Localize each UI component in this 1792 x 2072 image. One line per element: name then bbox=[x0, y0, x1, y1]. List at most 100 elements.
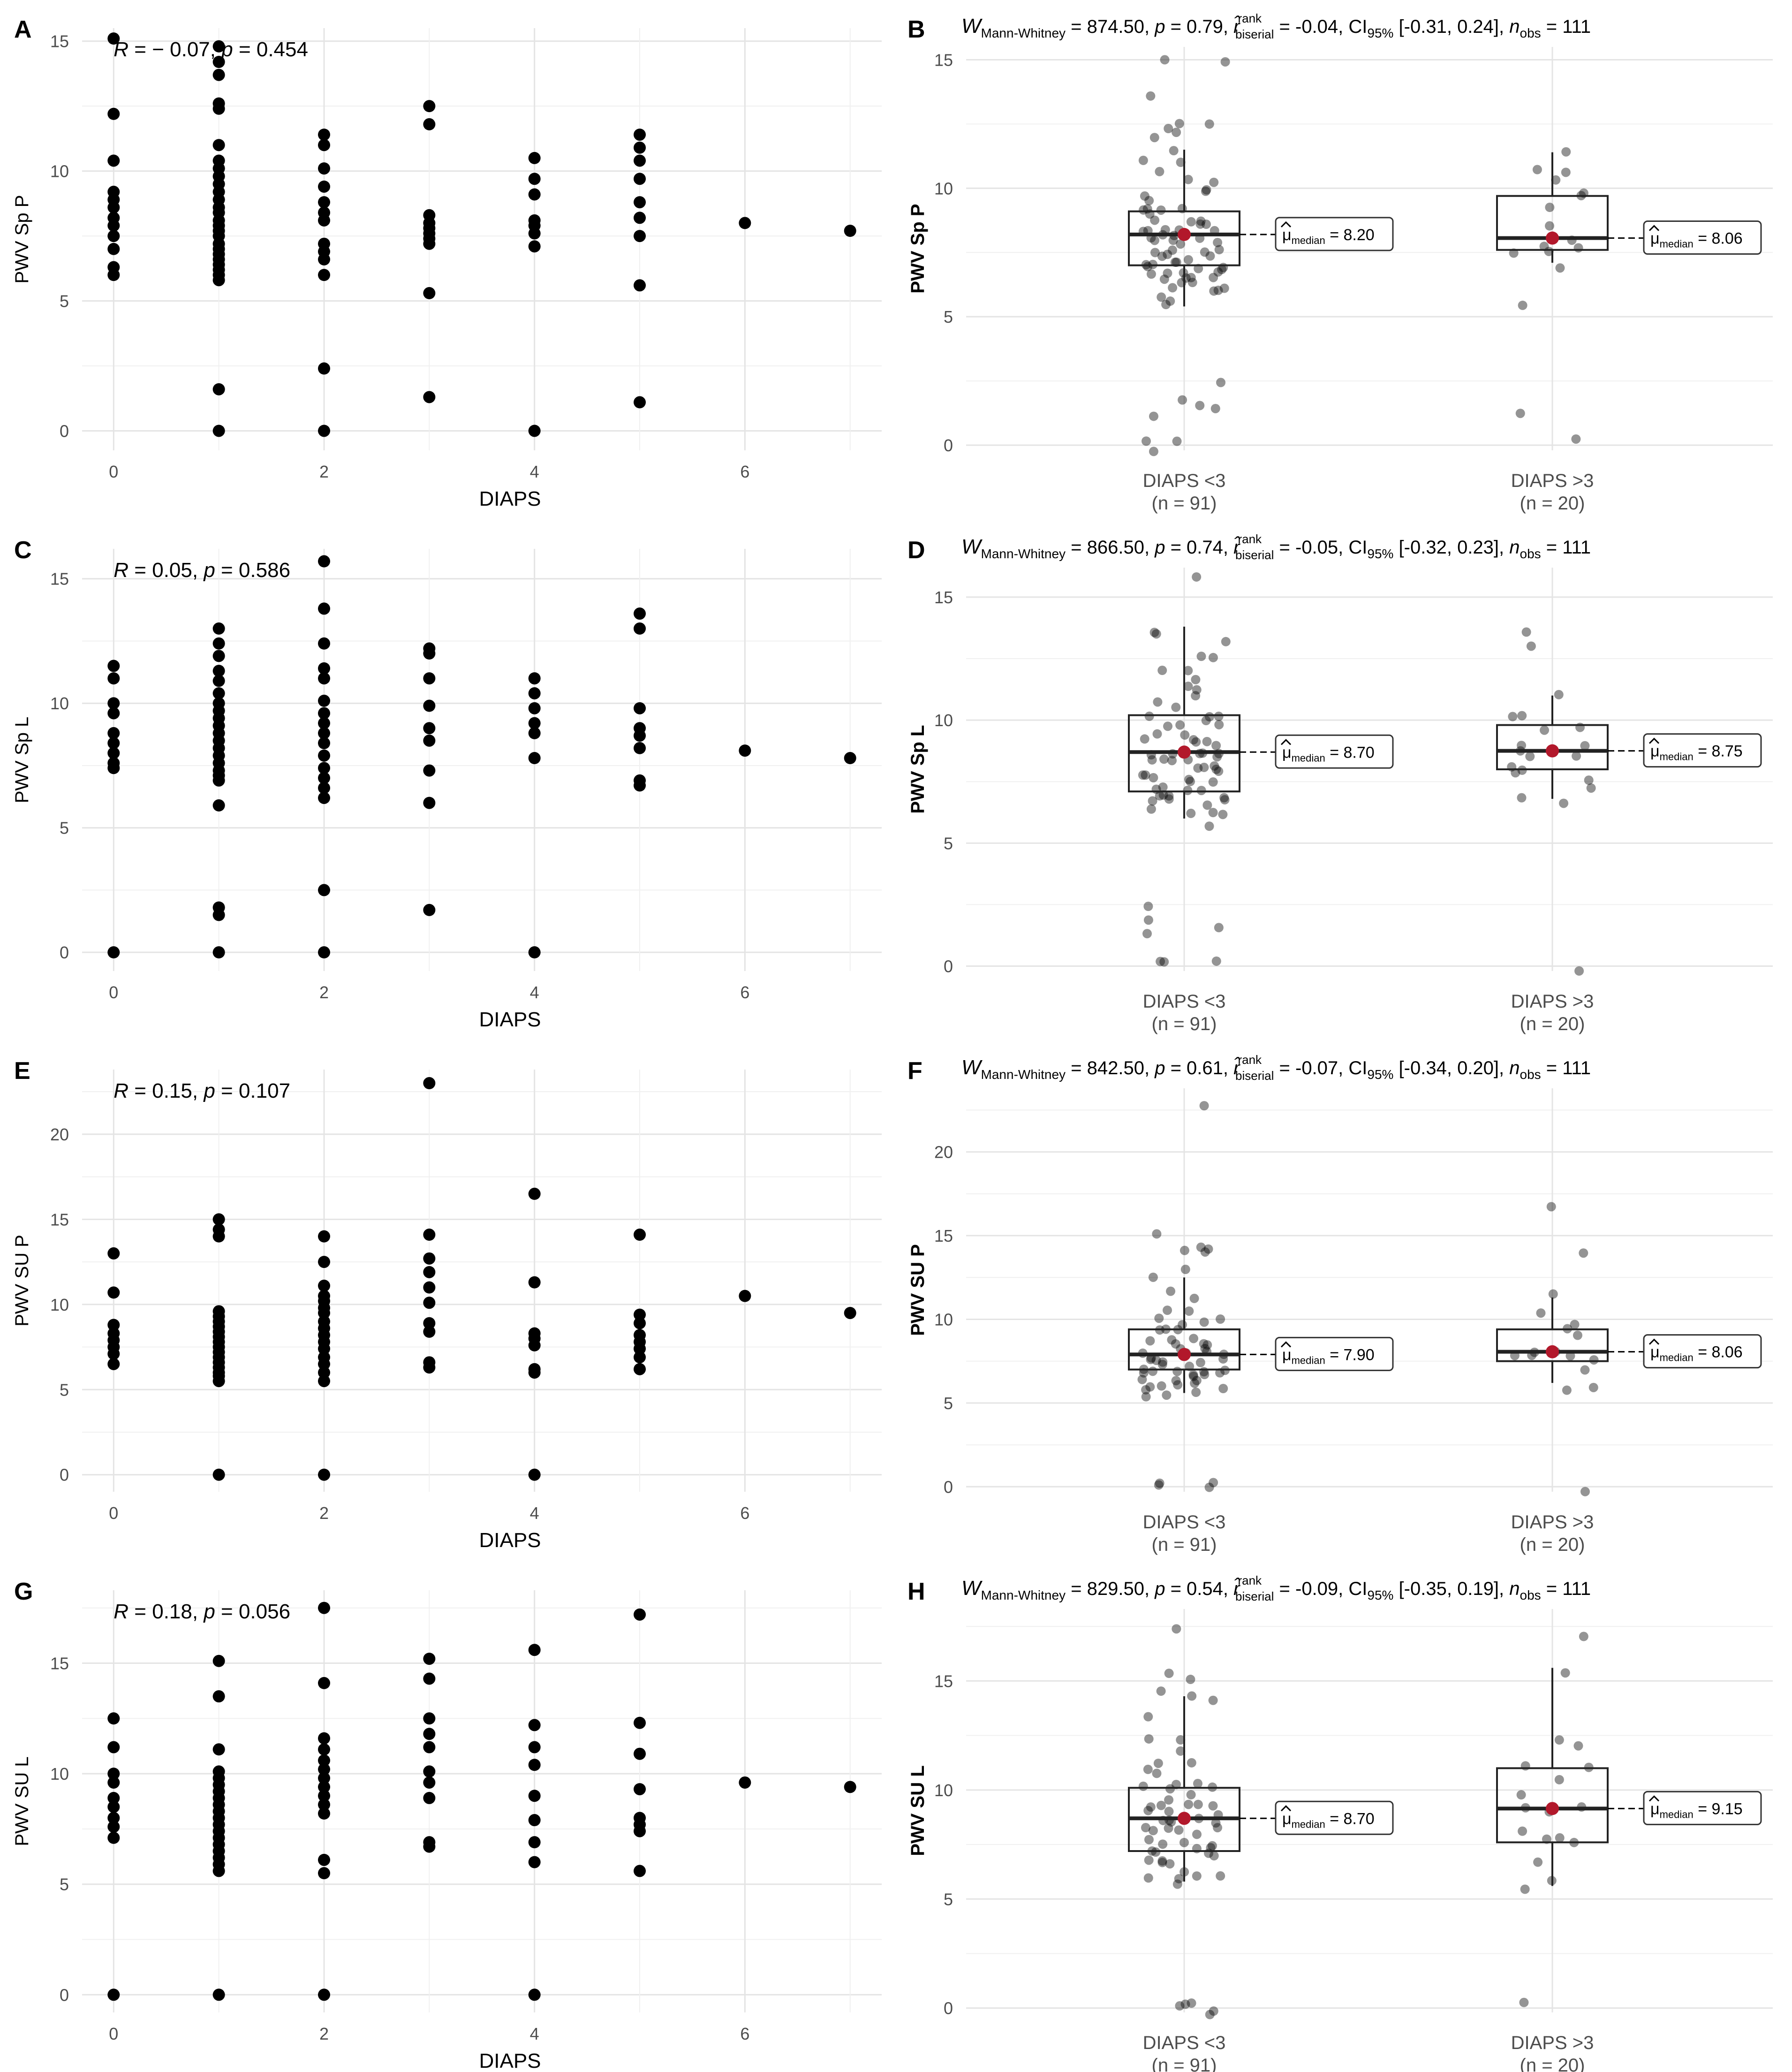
label-part: 8.06 bbox=[1712, 1343, 1743, 1361]
x-group-label: DIAPS >3 bbox=[1511, 991, 1594, 1012]
data-point bbox=[1554, 1775, 1564, 1784]
data-point bbox=[212, 1375, 225, 1388]
data-point bbox=[318, 1853, 330, 1866]
y-tick-label: 5 bbox=[944, 307, 953, 326]
data-point bbox=[528, 1339, 541, 1351]
label-part: μ bbox=[1650, 1343, 1660, 1361]
data-point bbox=[1137, 1374, 1147, 1384]
data-point bbox=[1149, 628, 1159, 638]
label-part: rank bbox=[1238, 1573, 1262, 1587]
data-point bbox=[423, 1653, 436, 1665]
data-point bbox=[107, 107, 120, 120]
data-point bbox=[212, 1743, 225, 1756]
data-point bbox=[844, 1781, 856, 1793]
data-point bbox=[423, 1765, 436, 1778]
x-tick-label: 0 bbox=[109, 1503, 118, 1523]
label-part: biserial bbox=[1235, 1069, 1274, 1083]
data-point bbox=[1200, 247, 1210, 257]
data-point bbox=[318, 1763, 330, 1776]
data-point bbox=[1149, 773, 1158, 782]
x-axis-label: DIAPS bbox=[479, 487, 541, 510]
label-part: W bbox=[961, 1056, 983, 1079]
data-point bbox=[1164, 794, 1174, 804]
data-point bbox=[1511, 768, 1520, 778]
label-part: p bbox=[220, 38, 233, 61]
data-point bbox=[107, 747, 120, 759]
data-point bbox=[1141, 1392, 1151, 1402]
data-point bbox=[1207, 1841, 1217, 1851]
x-group-label: DIAPS <3 bbox=[1143, 2033, 1226, 2053]
data-point bbox=[1212, 752, 1222, 762]
data-point bbox=[318, 1358, 330, 1370]
data-point bbox=[1211, 956, 1221, 966]
data-point bbox=[1561, 147, 1571, 157]
data-point bbox=[1172, 1879, 1182, 1889]
label-part: Mann-Whitney bbox=[981, 1067, 1066, 1082]
data-point bbox=[212, 274, 225, 287]
data-point bbox=[212, 650, 225, 662]
x-tick-label: 4 bbox=[530, 462, 539, 481]
data-point bbox=[1156, 1800, 1166, 1810]
data-point bbox=[107, 1800, 120, 1813]
label-part: R bbox=[113, 1079, 129, 1102]
data-point bbox=[423, 100, 436, 113]
data-point bbox=[1186, 273, 1196, 282]
data-point bbox=[107, 1776, 120, 1789]
data-point bbox=[1210, 761, 1219, 771]
data-point bbox=[1555, 263, 1565, 273]
data-point bbox=[1209, 286, 1219, 296]
data-point bbox=[1204, 821, 1214, 831]
data-point bbox=[423, 118, 436, 130]
label-part: 8.70 bbox=[1344, 1810, 1375, 1828]
data-point bbox=[528, 672, 541, 685]
data-point bbox=[1144, 711, 1154, 721]
data-point bbox=[1517, 741, 1527, 751]
label-part: = 111 bbox=[1541, 16, 1591, 37]
data-point bbox=[318, 1799, 330, 1811]
data-point bbox=[318, 749, 330, 762]
label-part: obs bbox=[1520, 26, 1541, 40]
label-part: W bbox=[961, 1577, 983, 1600]
label-part: = -0.07, CI bbox=[1274, 1058, 1367, 1078]
data-point bbox=[1163, 250, 1172, 259]
data-point bbox=[1189, 1334, 1199, 1343]
data-point bbox=[318, 662, 330, 675]
label-part: rank bbox=[1238, 11, 1262, 25]
data-point bbox=[528, 1836, 541, 1849]
data-point bbox=[1153, 697, 1163, 707]
label-part: biserial bbox=[1235, 27, 1274, 41]
data-point bbox=[212, 1230, 225, 1243]
data-point bbox=[1154, 1480, 1164, 1490]
panel-letter: A bbox=[14, 16, 32, 43]
x-tick-label: 6 bbox=[740, 462, 749, 481]
data-point bbox=[528, 1719, 541, 1731]
data-point bbox=[1165, 296, 1175, 306]
data-point bbox=[1196, 652, 1206, 661]
label-part: r̂ bbox=[1233, 15, 1240, 37]
data-point bbox=[318, 1306, 330, 1319]
label-part: μ bbox=[1650, 1800, 1660, 1818]
data-point bbox=[1154, 1313, 1164, 1323]
data-point bbox=[423, 903, 436, 916]
data-point bbox=[1213, 237, 1223, 247]
data-point bbox=[1187, 278, 1197, 288]
data-point bbox=[634, 212, 646, 224]
data-point bbox=[634, 742, 646, 754]
data-point bbox=[1201, 220, 1211, 229]
label-part: obs bbox=[1520, 1588, 1541, 1602]
hat-mark bbox=[1648, 1338, 1660, 1345]
data-point bbox=[1580, 741, 1590, 751]
median-label: μmedian = 8.70 bbox=[1282, 744, 1375, 764]
data-point bbox=[1176, 157, 1186, 167]
data-point bbox=[423, 722, 436, 735]
data-point bbox=[1171, 1780, 1181, 1790]
data-point bbox=[212, 774, 225, 787]
y-tick-label: 0 bbox=[60, 943, 69, 962]
y-tick-label: 10 bbox=[934, 711, 953, 730]
y-tick-label: 15 bbox=[50, 32, 69, 51]
label-part: μ bbox=[1650, 743, 1660, 760]
data-point bbox=[634, 173, 646, 185]
data-point bbox=[1217, 265, 1227, 274]
data-point bbox=[1533, 1857, 1543, 1867]
hat-mark bbox=[1280, 739, 1292, 745]
